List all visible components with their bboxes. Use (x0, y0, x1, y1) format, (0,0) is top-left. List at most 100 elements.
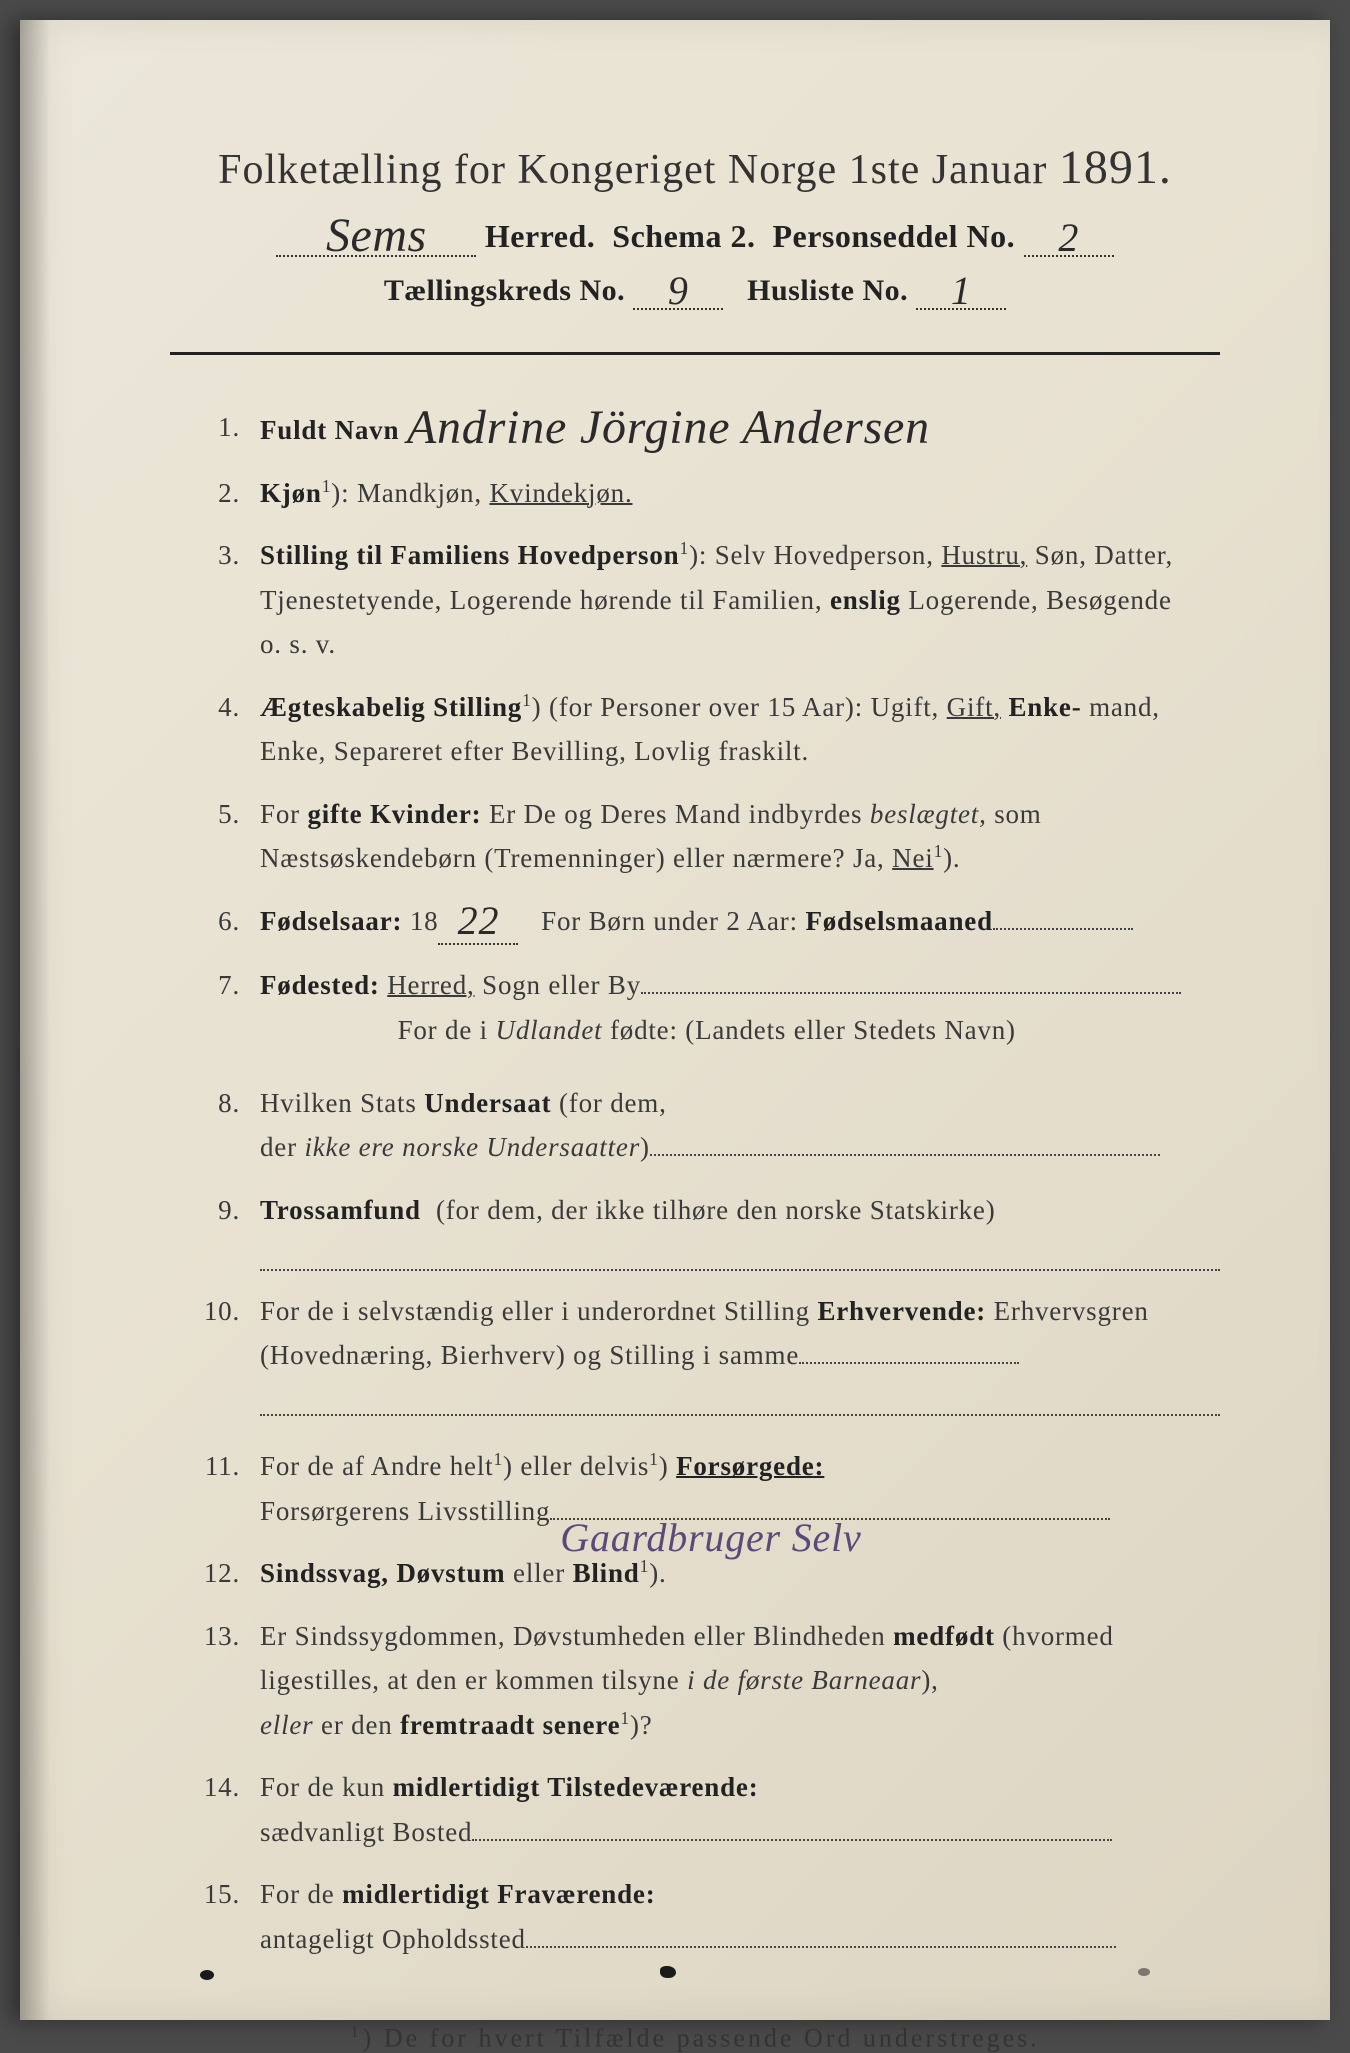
content-15: For de midlertidigt Fraværende: antageli… (260, 1872, 1220, 1961)
q6-label: Fødselsaar: (260, 906, 402, 936)
main-title: Folketælling for Kongeriget Norge 1ste J… (170, 140, 1220, 195)
q7-t1: Sogn eller By (482, 970, 641, 1000)
num-11: 11. (200, 1444, 260, 1489)
q10-field2 (260, 1384, 1220, 1416)
q14-bold: midlertidigt Tilstedeværende: (393, 1772, 759, 1802)
q3-osv: o. s. v. (260, 629, 336, 659)
q15-bold: midlertidigt Fraværende: (342, 1879, 655, 1909)
q11-s1: 1 (493, 1449, 503, 1469)
q4-enke: Enke- (1008, 692, 1081, 722)
kreds-field: 9 (633, 271, 723, 310)
item-1: 1. Fuldt Navn Andrine Jörgine Andersen (200, 405, 1220, 453)
q2-sup: 1 (322, 476, 332, 496)
census-form-page: Folketælling for Kongeriget Norge 1ste J… (20, 20, 1330, 2020)
ink-spot-icon (200, 1970, 214, 1980)
q13-t4: er den (321, 1710, 393, 1740)
q6-maaned: Fødselsmaaned (805, 906, 992, 936)
content-8: Hvilken Stats Undersaat (for dem, der ik… (260, 1081, 1220, 1170)
content-13: Er Sindssygdommen, Døvstumheden eller Bl… (260, 1614, 1220, 1748)
num-13: 13. (200, 1614, 260, 1659)
q11-s2: 1 (649, 1449, 659, 1469)
num-10: 10. (200, 1289, 260, 1334)
herred-label: Herred. (485, 218, 595, 254)
personseddel-value: 2 (1058, 215, 1079, 260)
q8-und: Undersaat (424, 1088, 551, 1118)
q14-t1: For de kun (260, 1772, 385, 1802)
q1-label: Fuldt Navn (260, 415, 399, 445)
ink-spot-icon (660, 1966, 676, 1978)
content-14: For de kun midlertidigt Tilstedeværende:… (260, 1765, 1220, 1854)
herred-value: Sems (326, 209, 427, 262)
item-13: 13. Er Sindssygdommen, Døvstumheden elle… (200, 1614, 1220, 1748)
header-line-2: Sems Herred. Schema 2. Personseddel No. … (170, 213, 1220, 257)
q7-label: Fødested: (260, 970, 380, 1000)
q5-l1: For (260, 799, 300, 829)
q13-t3: ), (921, 1665, 938, 1695)
q7-t3: fødte: (Landets eller Stedets Navn) (610, 1015, 1016, 1045)
header-line-3: Tællingskreds No. 9 Husliste No. 1 (170, 271, 1220, 310)
q10-field1 (799, 1362, 1019, 1364)
q2-label: Kjøn (260, 478, 322, 508)
q3-enslig: enslig (830, 585, 901, 615)
divider-rule (170, 352, 1220, 355)
q6-prefix: 18 (410, 906, 439, 936)
footnote: 1) De for hvert Tilfælde passende Ord un… (170, 2022, 1220, 2053)
num-5: 5. (200, 792, 260, 837)
q5-t1: Er De og Deres Mand indbyrdes (489, 799, 862, 829)
personseddel-label: Personseddel No. (772, 218, 1015, 254)
q6-text: For Børn under 2 Aar: (541, 906, 798, 936)
herred-field: Sems (276, 213, 476, 257)
num-6: 6. (200, 899, 260, 944)
q2-opt1: Mandkjøn, (357, 478, 482, 508)
q8-field (650, 1154, 1160, 1156)
item-9: 9. Trossamfund (for dem, der ikke tilhør… (200, 1188, 1220, 1271)
num-14: 14. (200, 1765, 260, 1810)
personseddel-field: 2 (1024, 218, 1114, 257)
q10-t1: For de i selvstændig eller i underordnet… (260, 1296, 810, 1326)
q8-italic: ikke ere norske Undersaatter (304, 1132, 640, 1162)
q11-t3: Forsørgerens Livsstilling (260, 1496, 550, 1526)
q3-sup: 1 (679, 538, 689, 558)
num-8: 8. (200, 1081, 260, 1126)
q7-field (641, 992, 1181, 994)
content-9: Trossamfund (for dem, der ikke tilhøre d… (260, 1188, 1220, 1271)
q15-t1: For de (260, 1879, 335, 1909)
item-10: 10. For de i selvstændig eller i underor… (200, 1289, 1220, 1416)
q11-t1: For de af Andre helt (260, 1451, 493, 1481)
q12-label: Sindssvag, Døvstum (260, 1558, 505, 1588)
q13-eller: eller (260, 1710, 313, 1740)
husliste-label: Husliste No. (747, 274, 908, 307)
q13-sup: 1 (620, 1708, 630, 1728)
num-7: 7. (200, 963, 260, 1008)
num-9: 9. (200, 1188, 260, 1233)
num-1: 1. (200, 405, 260, 450)
item-11: 11. For de af Andre helt1) eller delvis1… (200, 1444, 1220, 1533)
q2-opt2: Kvindekjøn. (489, 478, 632, 508)
q3-label: Stilling til Familiens Hovedperson (260, 540, 679, 570)
q8-t2: (for dem, (559, 1088, 667, 1118)
content-7: Fødested: Herred, Sogn eller By For de i… (260, 963, 1220, 1052)
q13-medf: medfødt (893, 1621, 995, 1651)
content-5: For gifte Kvinder: Er De og Deres Mand i… (260, 792, 1220, 881)
q4-sup: 1 (522, 690, 532, 710)
title-text: Folketælling for Kongeriget Norge 1ste J… (218, 147, 1047, 193)
ink-spot-icon (1138, 1968, 1150, 1976)
q7-t2: For de i (398, 1015, 488, 1045)
year: 1891. (1059, 141, 1172, 194)
q4-gift: Gift, (947, 692, 1001, 722)
item-6: 6. Fødselsaar: 18 22 For Børn under 2 Aar… (200, 899, 1220, 946)
num-15: 15. (200, 1872, 260, 1917)
q11-fors: Forsørgede: (676, 1451, 824, 1481)
q7-udl: Udlandet (496, 1015, 603, 1045)
q14-t2: sædvanligt Bosted (260, 1817, 472, 1847)
q6-value: 22 (458, 898, 500, 943)
num-2: 2. (200, 471, 260, 516)
footnote-sup: 1 (350, 2022, 362, 2041)
item-14: 14. For de kun midlertidigt Tilstedevære… (200, 1765, 1220, 1854)
q15-field (526, 1946, 1116, 1948)
form-body: 1. Fuldt Navn Andrine Jörgine Andersen 2… (170, 405, 1220, 1962)
q14-field (472, 1839, 1112, 1841)
q3-hustru: Hustru, (941, 540, 1027, 570)
q6-year-field: 22 (438, 899, 518, 946)
num-4: 4. (200, 685, 260, 730)
